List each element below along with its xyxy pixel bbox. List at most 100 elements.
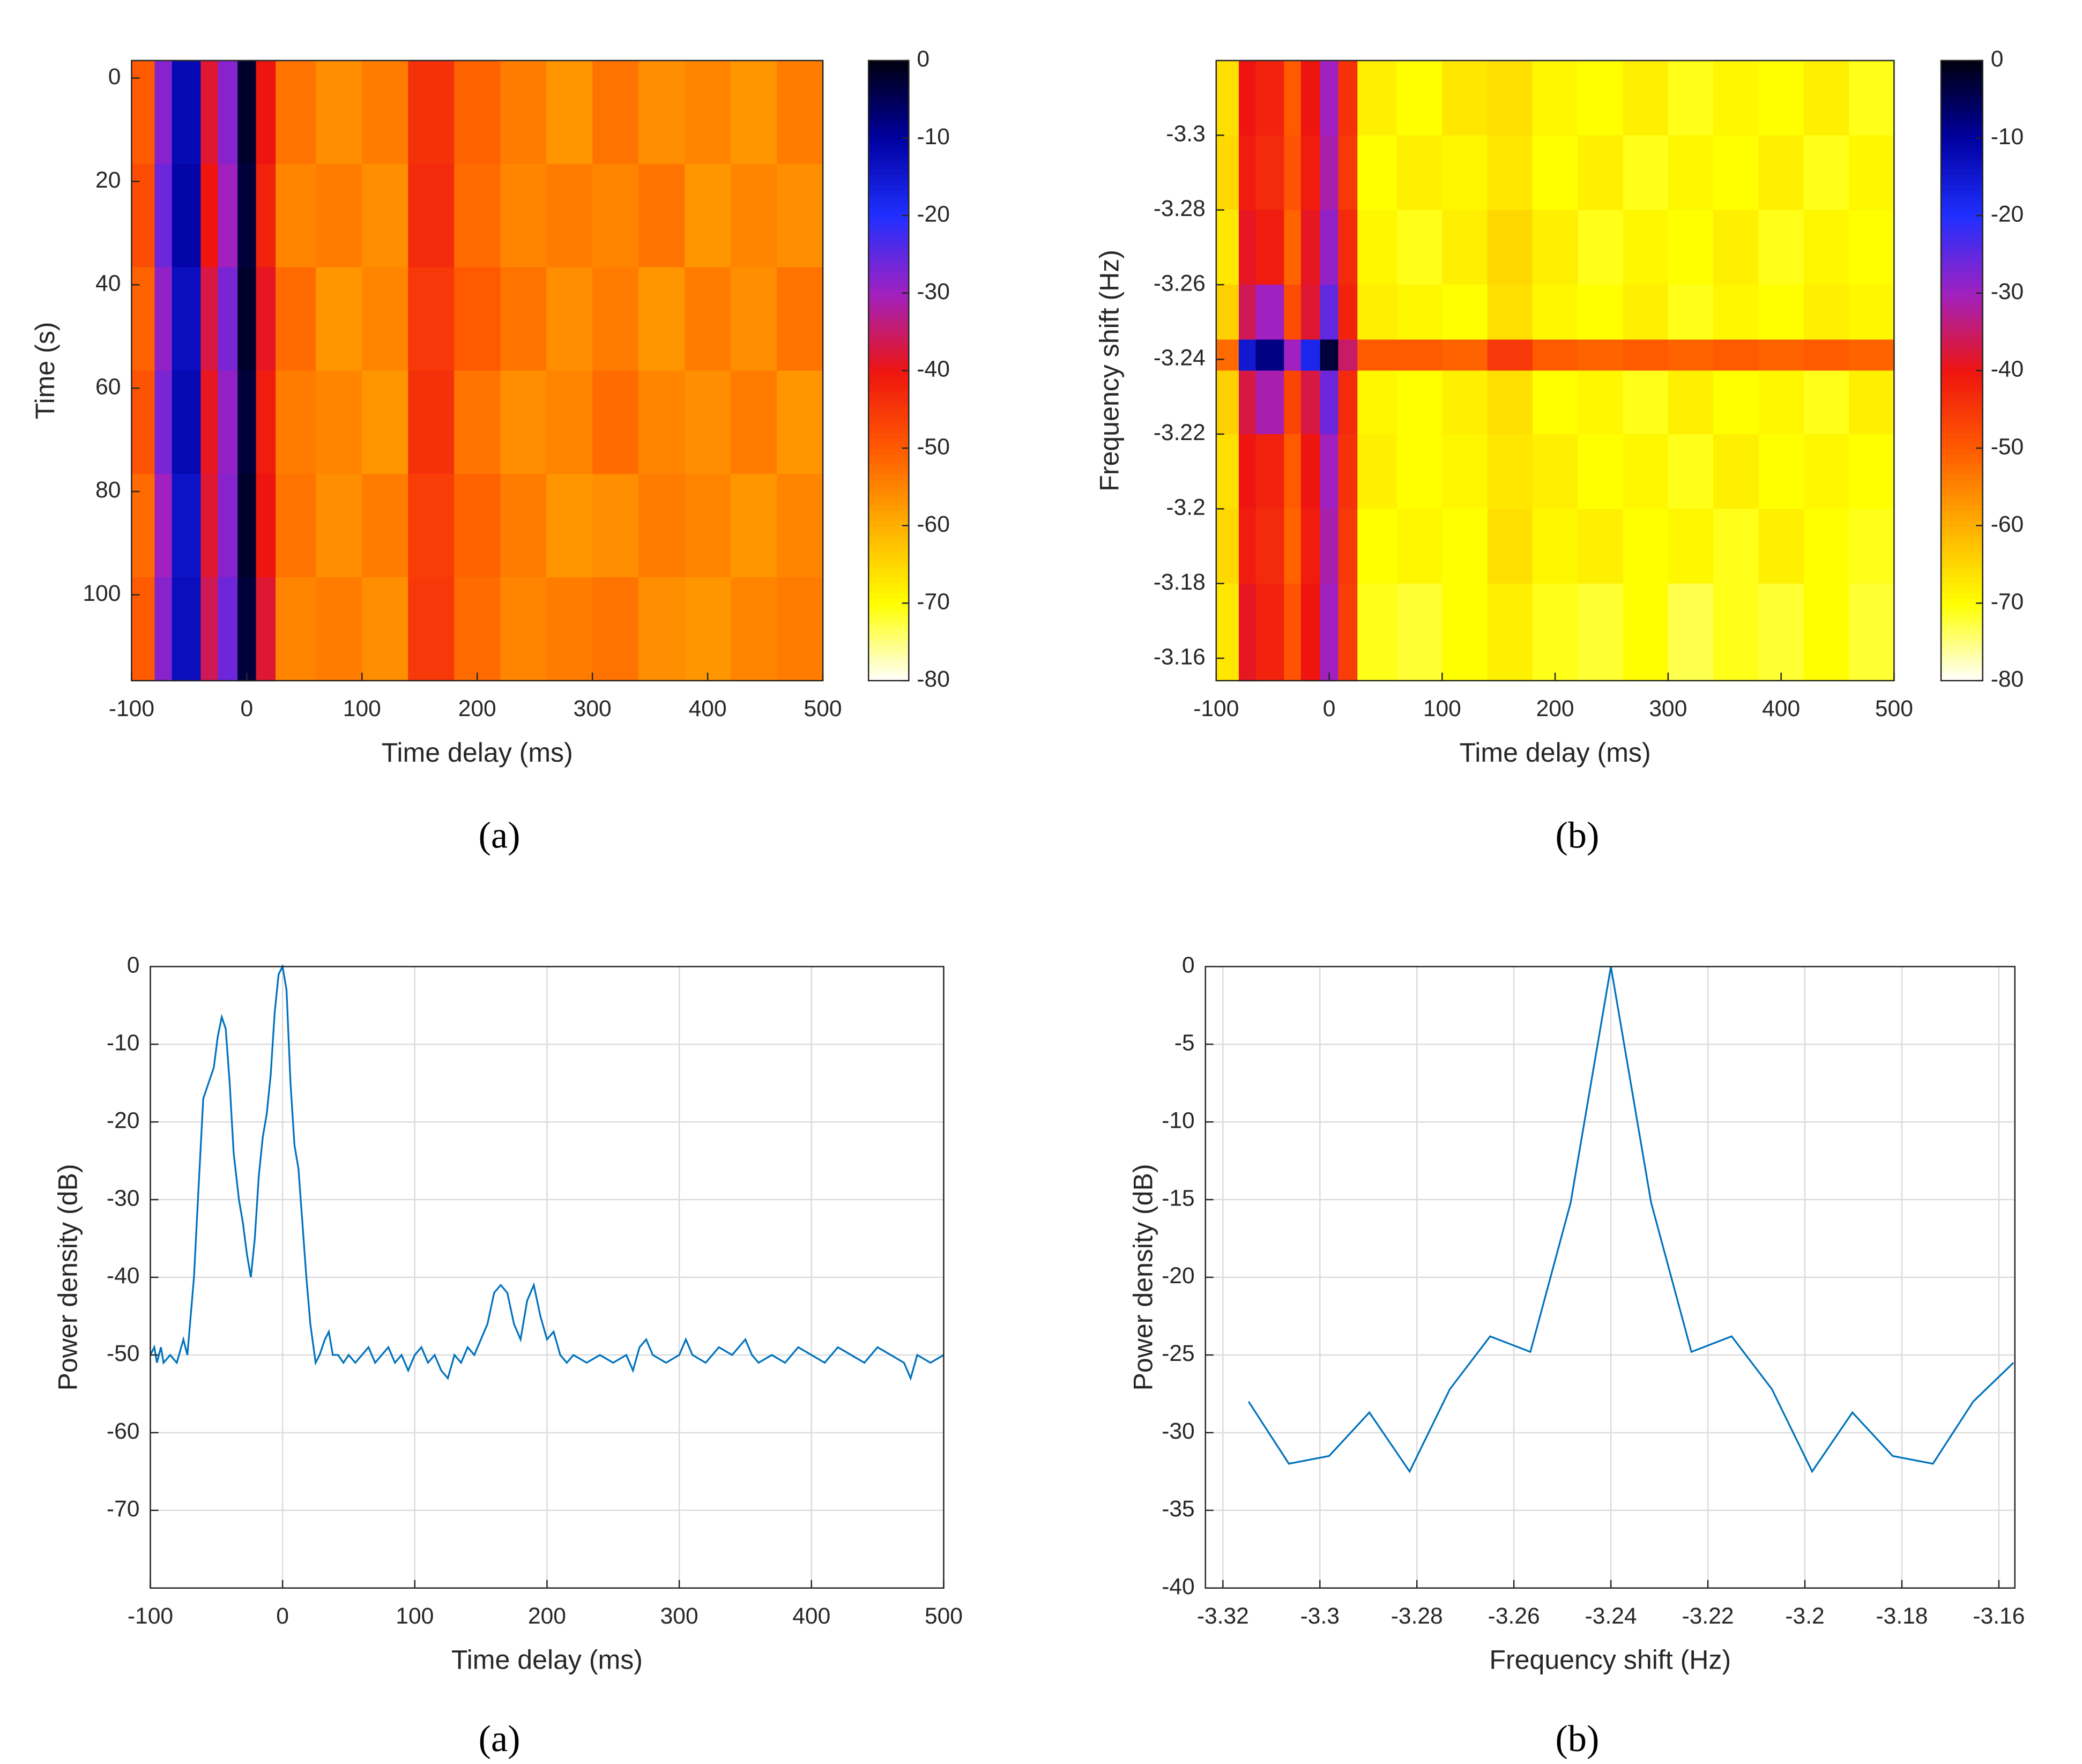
heat-cell <box>1216 583 1240 682</box>
colorbar-swatch <box>1941 102 1983 108</box>
heat-cell <box>200 267 219 371</box>
colorbar-swatch <box>1941 541 1983 547</box>
heat-cell <box>731 60 778 165</box>
heat-cell <box>1338 135 1358 211</box>
heat-cell <box>218 267 239 371</box>
heat-cell <box>218 163 239 268</box>
x-tick-label: 500 <box>1875 696 1913 721</box>
x-tick-label: 100 <box>396 1603 434 1629</box>
colorbar-swatch <box>1941 298 1983 304</box>
colorbar-swatch <box>1941 138 1983 144</box>
heat-cell <box>1803 60 1850 136</box>
heat-cell <box>1216 434 1240 510</box>
colorbar-swatch <box>1941 453 1983 459</box>
heat-cell <box>1713 210 1759 286</box>
colorbar-swatch <box>868 210 909 217</box>
heat-cell <box>1849 135 1895 211</box>
heat-cell <box>1532 60 1579 136</box>
y-tick-label: -3.28 <box>1154 196 1206 221</box>
heat-cell <box>454 60 501 165</box>
heat-cell <box>1623 583 1669 682</box>
heat-cell <box>546 60 593 165</box>
colorbar-swatch <box>1941 293 1983 299</box>
colorbar-swatch <box>868 639 909 645</box>
heat-cell <box>276 163 317 268</box>
colorbar-swatch <box>868 489 909 496</box>
colorbar-tick-label: -20 <box>1991 201 2024 227</box>
heat-cell <box>454 267 501 371</box>
colorbar-swatch <box>868 654 909 661</box>
heat-cell <box>1300 210 1321 286</box>
colorbar-swatch <box>1941 644 1983 651</box>
colorbar-swatch <box>868 112 909 118</box>
colorbar-swatch <box>1941 474 1983 480</box>
heat-cell <box>1713 509 1759 584</box>
colorbar-swatch <box>868 386 909 392</box>
panel-label: (b) <box>1556 815 1600 856</box>
x-tick-label: 200 <box>1536 696 1574 721</box>
heat-cell <box>1300 135 1321 211</box>
heat-cell <box>1284 210 1302 286</box>
heat-cell <box>218 60 239 165</box>
heat-cell <box>454 474 501 578</box>
heat-cell <box>546 577 593 682</box>
colorbar-tick-label: 0 <box>1991 46 2004 72</box>
x-tick-label: -3.26 <box>1488 1603 1540 1629</box>
colorbar-swatch <box>1941 551 1983 557</box>
x-tick-label: -3.16 <box>1973 1603 2025 1629</box>
colorbar-swatch <box>868 406 909 413</box>
colorbar-swatch <box>1941 174 1983 180</box>
colorbar-swatch <box>1941 71 1983 77</box>
heat-cell <box>1532 370 1579 435</box>
heat-cell <box>1300 583 1321 682</box>
colorbar-swatch <box>868 484 909 490</box>
colorbar-swatch <box>868 541 909 547</box>
colorbar-swatch <box>1941 520 1983 526</box>
heat-cell <box>1803 583 1850 682</box>
heat-cell <box>1357 509 1398 584</box>
heat-cell <box>1803 339 1850 371</box>
colorbar-swatch <box>1941 148 1983 154</box>
colorbar-swatch <box>868 556 909 563</box>
heat-cell <box>1338 509 1358 584</box>
heat-cell <box>1357 285 1398 340</box>
heat-cell <box>1216 210 1240 286</box>
colorbar-swatch <box>1941 654 1983 661</box>
heat-cell <box>256 370 277 475</box>
heat-cell <box>1442 210 1488 286</box>
heat-cell <box>731 163 778 268</box>
heat-cell <box>546 267 593 371</box>
colorbar-swatch <box>868 629 909 635</box>
heat-cell <box>316 577 363 682</box>
colorbar-swatch <box>1941 417 1983 423</box>
colorbar-swatch <box>868 174 909 180</box>
heat-cell <box>1255 370 1285 435</box>
heat-cell <box>1532 434 1579 510</box>
colorbar-swatch <box>868 433 909 438</box>
heat-cell <box>500 163 547 268</box>
heat-cell <box>1357 60 1398 136</box>
colorbar-swatch <box>868 179 909 185</box>
heat-cell <box>1713 339 1759 371</box>
colorbar-swatch <box>868 422 909 428</box>
heat-cell <box>1397 583 1443 682</box>
heat-cell <box>1320 60 1339 136</box>
x-tick-label: 400 <box>792 1603 830 1629</box>
x-tick-label: -3.2 <box>1785 1603 1824 1629</box>
x-tick-label: 200 <box>458 696 496 721</box>
colorbar-swatch <box>868 468 909 475</box>
colorbar-swatch <box>1941 546 1983 553</box>
heat-cell <box>454 163 501 268</box>
heat-cell <box>1320 210 1339 286</box>
heat-cell <box>1713 434 1759 510</box>
colorbar-swatch <box>868 572 909 578</box>
colorbar-swatch <box>1941 345 1983 351</box>
colorbar-swatch <box>868 236 909 242</box>
colorbar-swatch <box>868 562 909 568</box>
y-tick-label: -25 <box>1162 1341 1195 1366</box>
colorbar-swatch <box>868 86 909 93</box>
y-tick-label: 20 <box>95 167 121 193</box>
colorbar-swatch <box>1941 241 1983 248</box>
heat-cell <box>1397 509 1443 584</box>
colorbar-swatch <box>868 293 909 299</box>
